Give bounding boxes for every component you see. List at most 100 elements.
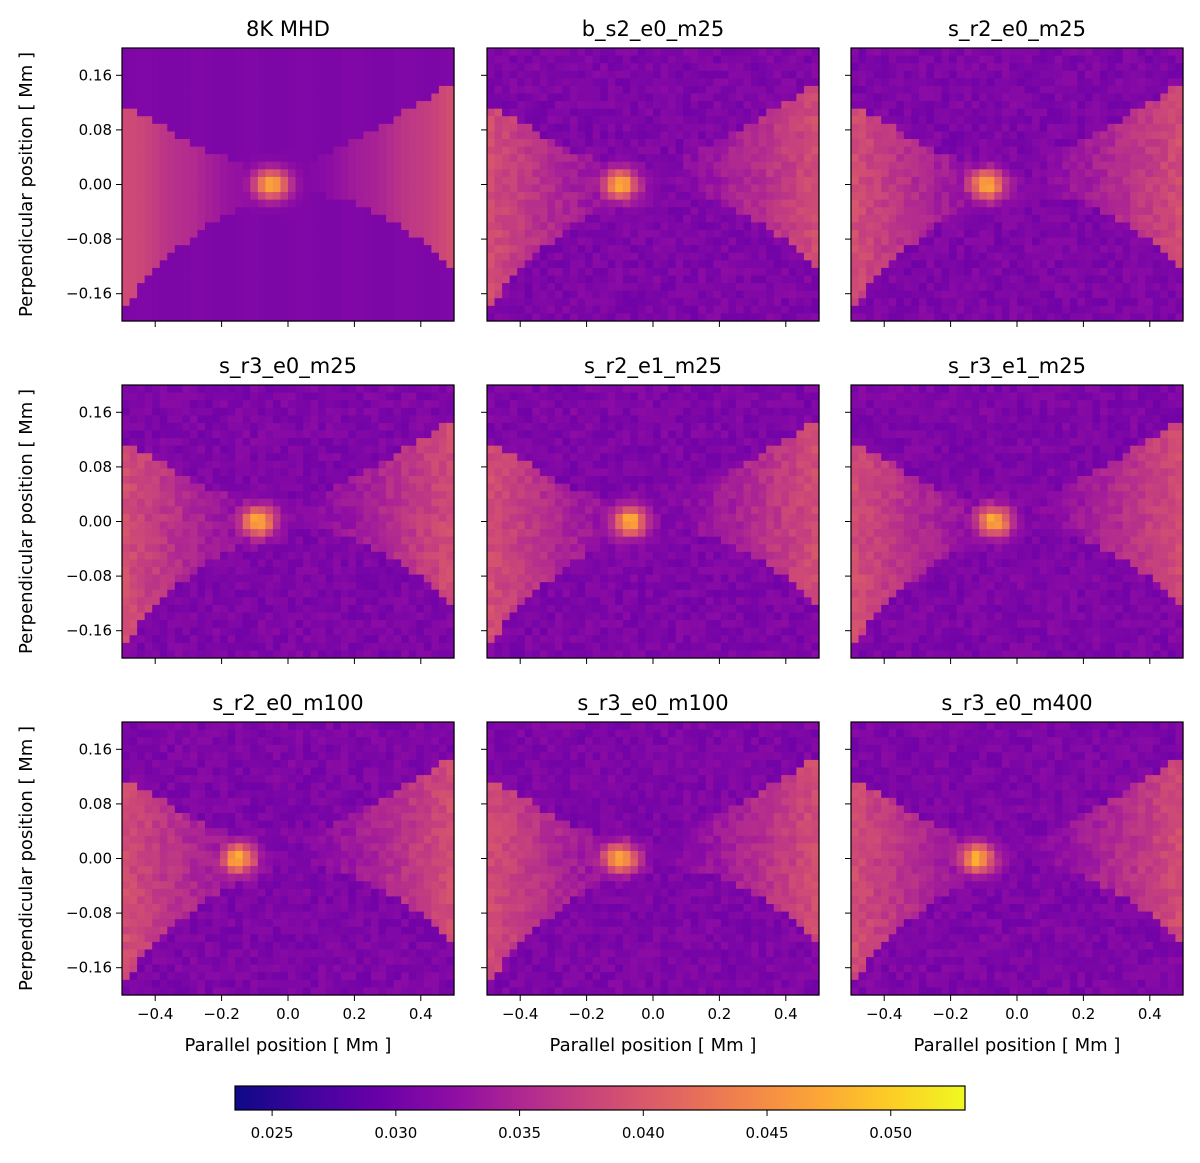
heatmap-cell (600, 313, 609, 322)
heatmap-cell (811, 108, 820, 117)
heatmap-cell (881, 176, 890, 186)
heatmap-cell (205, 108, 214, 117)
heatmap-cell (630, 55, 639, 64)
heatmap-cell (851, 252, 860, 261)
heatmap-cell (524, 230, 533, 239)
heatmap-cell (630, 207, 639, 216)
heatmap-cell (866, 139, 875, 148)
heatmap-cell (554, 116, 564, 125)
heatmap-cell (803, 207, 813, 216)
heatmap-cell (1167, 55, 1177, 64)
heatmap-cell (1069, 207, 1078, 216)
heatmap-cell (517, 55, 526, 64)
heatmap-cell (310, 230, 319, 239)
heatmap-cell (941, 207, 950, 216)
heatmap-cell (1069, 146, 1078, 155)
heatmap-cell (220, 305, 229, 315)
heatmap-cell (340, 161, 349, 170)
heatmap-cell (728, 267, 737, 277)
heatmap-cell (630, 245, 639, 254)
heatmap-cell (1100, 101, 1109, 110)
heatmap-cell (858, 55, 867, 64)
heatmap-cell (408, 267, 417, 277)
heatmap-cell (386, 101, 395, 110)
heatmap-cell (144, 93, 153, 102)
heatmap-cell (401, 207, 410, 216)
heatmap-cell (1024, 222, 1033, 231)
heatmap-cell (918, 154, 928, 163)
heatmap-cell (866, 230, 875, 239)
heatmap-cell (994, 267, 1003, 277)
heatmap-cell (423, 184, 432, 193)
heatmap-cell (615, 283, 624, 292)
heatmap-cell (235, 85, 244, 95)
heatmap-cell (941, 283, 950, 292)
heatmap-cell (363, 275, 372, 284)
heatmap-cell (122, 184, 131, 193)
heatmap-cell (637, 214, 647, 224)
heatmap-cell (683, 260, 692, 269)
heatmap-cell (1092, 184, 1101, 193)
heatmap-cell (903, 260, 912, 269)
heatmap-cell (796, 305, 805, 315)
heatmap-cell (585, 298, 594, 307)
heatmap-cell (1039, 101, 1048, 110)
heatmap-cell (438, 214, 448, 224)
heatmap-cell (994, 70, 1003, 79)
heatmap-cell (288, 283, 297, 292)
heatmap-cell (318, 207, 327, 216)
heatmap-cell (1160, 230, 1169, 239)
heatmap-cell (167, 245, 176, 254)
heatmap-cell (668, 63, 677, 72)
heatmap-cell (668, 230, 677, 239)
heatmap-cell (371, 267, 380, 277)
heatmap-cell (539, 78, 548, 87)
heatmap-cell (585, 245, 594, 254)
heatmap-cell (918, 123, 928, 133)
heatmap-cell (423, 283, 432, 292)
heatmap-cell (363, 192, 372, 201)
heatmap-cell (250, 146, 259, 155)
heatmap-cell (378, 63, 387, 72)
heatmap-cell (1039, 283, 1048, 292)
heatmap-cell (653, 199, 662, 208)
heatmap-cell (280, 305, 289, 315)
heatmap-cell (167, 184, 176, 193)
heatmap-cell (1092, 252, 1101, 261)
heatmap-cell (371, 146, 380, 155)
heatmap-cell (675, 161, 684, 170)
heatmap-cell (751, 184, 760, 193)
heatmap-cell (683, 93, 692, 102)
heatmap-cell (803, 305, 813, 315)
heatmap-cell (743, 230, 752, 239)
heatmap-cell (212, 70, 221, 79)
heatmap-cell (393, 139, 402, 148)
heatmap-cell (637, 48, 647, 57)
heatmap-cell (1069, 101, 1078, 110)
heatmap-cell (645, 123, 654, 133)
heatmap-cell (137, 154, 146, 163)
heatmap-cell (964, 214, 973, 224)
heatmap-cell (592, 63, 601, 72)
heatmap-cell (235, 385, 244, 394)
heatmap-cell (265, 176, 274, 186)
heatmap-cell (690, 267, 699, 277)
heatmap-cell (1069, 131, 1078, 140)
heatmap-cell (554, 305, 564, 315)
heatmap-cell (926, 199, 935, 208)
heatmap-cell (1167, 222, 1177, 231)
heatmap-cell (705, 131, 714, 140)
heatmap-cell (1130, 70, 1139, 79)
heatmap-cell (401, 161, 410, 170)
heatmap-cell (788, 139, 797, 148)
heatmap-cell (622, 116, 631, 125)
heatmap-cell (1054, 48, 1063, 57)
heatmap-cell (325, 154, 334, 163)
heatmap-cell (1115, 48, 1124, 57)
heatmap-cell (1001, 101, 1011, 110)
heatmap-cell (1054, 305, 1063, 315)
heatmap-cell (227, 85, 236, 95)
heatmap-cell (903, 207, 912, 216)
heatmap-cell (280, 237, 289, 246)
heatmap-cell (1115, 230, 1124, 239)
